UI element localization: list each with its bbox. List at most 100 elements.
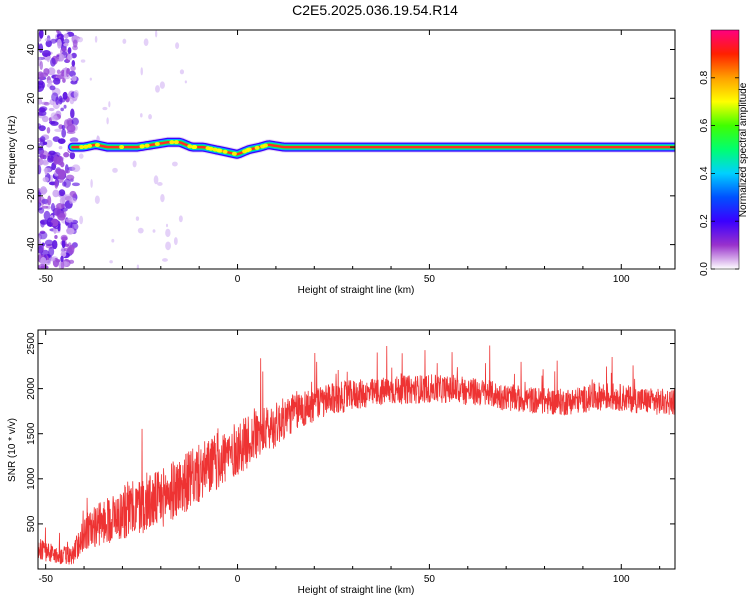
noise-blob xyxy=(61,213,66,218)
noise-blob xyxy=(140,113,143,118)
noise-blob xyxy=(159,81,165,89)
noise-blob xyxy=(69,151,76,160)
noise-blob xyxy=(38,85,42,89)
noise-blob xyxy=(80,59,86,63)
noise-blob xyxy=(153,175,159,185)
noise-blob xyxy=(48,107,55,112)
noise-blob xyxy=(38,142,41,147)
noise-blob xyxy=(38,107,47,113)
y-tick-label: 500 xyxy=(26,515,37,532)
noise-blob xyxy=(79,215,84,225)
noise-blob xyxy=(54,234,58,239)
noise-blob xyxy=(70,108,75,119)
x-tick-label: 0 xyxy=(235,274,241,285)
colorbar-tick-label: 0.6 xyxy=(699,118,710,132)
spectrogram-ticks: -50 0 50 100 -40 -20 0 20 40 xyxy=(26,30,675,285)
noise-blob xyxy=(66,227,75,235)
snr-ticks: -50 0 50 100 500 1000 1500 2000 2500 xyxy=(26,330,675,585)
noise-blob xyxy=(41,50,51,58)
x-tick-label: 100 xyxy=(613,574,630,585)
noise-blob xyxy=(44,239,54,247)
frequency-track-peak xyxy=(144,143,150,148)
noise-blob xyxy=(65,217,74,223)
noise-blob xyxy=(66,30,71,33)
frequency-track-peak xyxy=(246,147,252,152)
noise-blob xyxy=(41,242,45,247)
noise-blob xyxy=(165,241,171,251)
noise-blob xyxy=(184,80,187,84)
noise-blob xyxy=(54,206,62,217)
noise-blob xyxy=(67,47,72,54)
colorbar-tick-label: 0.8 xyxy=(699,70,710,84)
noise-blob xyxy=(54,179,59,189)
noise-blob xyxy=(71,117,79,126)
noise-blob xyxy=(175,42,180,49)
noise-blob xyxy=(56,30,60,34)
noise-blob xyxy=(45,259,51,266)
noise-blob xyxy=(67,242,73,253)
noise-blob xyxy=(71,164,81,173)
noise-blob xyxy=(60,107,65,112)
frequency-track-peak xyxy=(217,148,223,153)
noise-blob xyxy=(44,37,51,42)
noise-blob xyxy=(63,194,72,201)
noise-blob xyxy=(42,141,48,146)
noise-blob xyxy=(41,115,49,123)
noise-blob xyxy=(90,179,93,188)
noise-blob xyxy=(40,150,49,159)
colorbar xyxy=(710,29,740,270)
noise-blob xyxy=(148,114,152,120)
noise-blob xyxy=(71,182,80,187)
noise-blob xyxy=(38,245,44,255)
spectrogram-ylabel: Frequency (Hz) xyxy=(7,116,18,185)
noise-blob xyxy=(68,259,75,264)
noise-blob xyxy=(165,223,169,228)
noise-blob xyxy=(46,222,53,227)
snr-series-line xyxy=(38,345,675,565)
y-tick-label: 1000 xyxy=(26,467,37,490)
noise-blob xyxy=(78,153,84,159)
noise-blob xyxy=(43,101,50,106)
noise-blob xyxy=(56,202,65,210)
noise-blob xyxy=(69,137,79,143)
colorbar-tick-label: 0.0 xyxy=(699,262,710,276)
snr-frame xyxy=(37,329,676,570)
noise-blob xyxy=(52,136,60,142)
noise-blob xyxy=(61,236,68,241)
noise-blob xyxy=(40,220,45,228)
noise-blob xyxy=(43,68,50,76)
frequency-track-peak xyxy=(254,145,260,150)
noise-blob xyxy=(57,38,62,49)
noise-blob xyxy=(67,53,73,61)
noise-blob xyxy=(63,178,71,188)
noise-blob xyxy=(140,67,143,76)
noise-blob xyxy=(46,126,51,134)
noise-blob xyxy=(71,75,77,82)
y-tick-label: 20 xyxy=(26,92,37,104)
noise-blob xyxy=(47,195,52,206)
noise-blob xyxy=(69,197,77,203)
noise-blob xyxy=(41,159,49,165)
noise-blob xyxy=(39,60,44,71)
figure-title: C2E5.2025.036.19.54.R14 xyxy=(292,2,458,18)
noise-blob xyxy=(165,228,171,238)
snr-chart: -50 0 50 100 500 1000 1500 2000 2500 Height of s… xyxy=(7,329,676,596)
frequency-track-peak xyxy=(205,146,211,151)
noise-blob xyxy=(47,67,56,76)
snr-ylabel: SNR (10 * v/v) xyxy=(7,418,18,482)
noise-blob xyxy=(111,238,115,243)
noise-blob xyxy=(155,85,160,93)
noise-blob xyxy=(45,139,53,148)
frequency-track-peak xyxy=(191,145,197,150)
noise-blob xyxy=(44,167,48,175)
x-tick-label: -50 xyxy=(38,574,53,585)
frequency-track-peak xyxy=(83,144,89,149)
y-tick-label: -40 xyxy=(26,237,37,252)
frequency-track-peak xyxy=(94,143,100,148)
noise-blob xyxy=(41,198,49,205)
x-tick-label: -50 xyxy=(38,274,53,285)
x-tick-label: 50 xyxy=(424,574,436,585)
noise-blob xyxy=(38,30,44,39)
noise-blob xyxy=(62,91,68,100)
noise-blob xyxy=(60,260,65,269)
